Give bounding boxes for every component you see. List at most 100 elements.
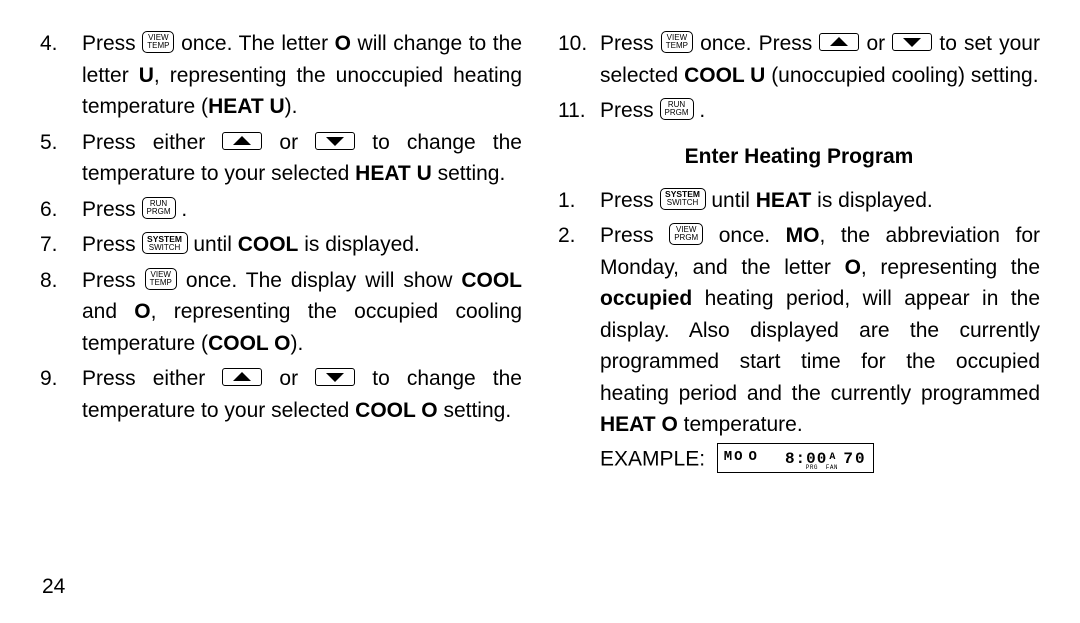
view-temp-key: VIEW TEMP: [142, 31, 174, 53]
step-11: 11. Press RUN PRGM .: [558, 95, 1040, 127]
lcd-display: MO O 8:00 A 70 PRG FAN: [717, 443, 874, 473]
text: Press: [600, 32, 661, 55]
system-switch-key: SYSTEM SWITCH: [142, 232, 188, 254]
text: Press: [600, 224, 669, 247]
down-arrow-key: [892, 33, 932, 51]
heat-step-1: 1. Press SYSTEM SWITCH until HEAT is dis…: [558, 185, 1040, 217]
bold: HEAT U: [355, 162, 432, 185]
step-body: Press either or to change the temperatur…: [82, 127, 522, 190]
bold: HEAT U: [208, 95, 285, 118]
heat-step-2: 2. Press VIEW PRGM once. MO, the abbrevi…: [558, 220, 1040, 441]
step-body: Press VIEW PRGM once. MO, the abbreviati…: [600, 220, 1040, 441]
step-6: 6. Press RUN PRGM .: [40, 194, 522, 226]
text: and: [82, 300, 134, 323]
step-number: 2.: [558, 220, 600, 441]
down-arrow-key: [315, 132, 355, 150]
key-line2: PRGM: [674, 234, 698, 242]
text: once.: [719, 224, 786, 247]
bold: COOL O: [208, 332, 290, 355]
system-switch-key: SYSTEM SWITCH: [660, 188, 706, 210]
text: .: [699, 99, 705, 122]
bold: COOL U: [684, 64, 765, 87]
view-temp-key: VIEW TEMP: [661, 31, 693, 53]
lcd-temp: 70: [843, 450, 866, 468]
view-prgm-key: VIEW PRGM: [669, 223, 703, 245]
bold: occupied: [600, 287, 692, 310]
step-body: Press RUN PRGM .: [600, 95, 1040, 127]
text: setting.: [432, 162, 506, 185]
step-5: 5. Press either or to change the tempera…: [40, 127, 522, 190]
down-arrow-key: [315, 368, 355, 386]
key-line2: TEMP: [147, 42, 169, 50]
text: once. Press: [700, 32, 819, 55]
text: Press: [82, 233, 142, 256]
bold: O: [845, 256, 861, 279]
lcd-prg: PRG: [806, 464, 818, 471]
up-arrow-key: [819, 33, 859, 51]
text: Press either: [82, 131, 222, 154]
step-number: 4.: [40, 28, 82, 123]
text: is displayed.: [811, 189, 932, 212]
key-line2: TEMP: [666, 42, 688, 50]
text: or: [279, 367, 315, 390]
step-number: 10.: [558, 28, 600, 91]
text: Press: [82, 32, 142, 55]
bold: U: [139, 64, 154, 87]
text: once. The display will show: [186, 269, 462, 292]
step-number: 8.: [40, 265, 82, 360]
step-number: 9.: [40, 363, 82, 426]
key-line2: SWITCH: [667, 199, 699, 207]
step-4: 4. Press VIEW TEMP once. The letter O wi…: [40, 28, 522, 123]
key-line2: PRGM: [665, 109, 689, 117]
up-arrow-key: [222, 132, 262, 150]
lcd-mo: MO: [724, 449, 745, 465]
text: until: [193, 233, 237, 256]
text: , representing the: [861, 256, 1040, 279]
view-temp-key: VIEW TEMP: [145, 268, 177, 290]
bold: MO: [786, 224, 820, 247]
text: or: [279, 131, 315, 154]
bold: COOL: [461, 269, 522, 292]
bold: COOL: [238, 233, 299, 256]
step-number: 7.: [40, 229, 82, 261]
bold: COOL O: [355, 399, 437, 422]
text: setting.: [438, 399, 512, 422]
text: Press: [600, 189, 660, 212]
text: or: [867, 32, 893, 55]
key-line2: TEMP: [150, 279, 172, 287]
page-number: 24: [42, 575, 65, 599]
step-body: Press VIEW TEMP once. Press or to set yo…: [600, 28, 1040, 91]
text: Press: [82, 269, 145, 292]
step-number: 5.: [40, 127, 82, 190]
step-body: Press SYSTEM SWITCH until HEAT is displa…: [600, 185, 1040, 217]
up-arrow-key: [222, 368, 262, 386]
heating-program-heading: Enter Heating Program: [558, 145, 1040, 169]
step-7: 7. Press SYSTEM SWITCH until COOL is dis…: [40, 229, 522, 261]
left-step-list: 4. Press VIEW TEMP once. The letter O wi…: [40, 28, 522, 426]
step-number: 6.: [40, 194, 82, 226]
right-column: 10. Press VIEW TEMP once. Press or to se…: [540, 28, 1040, 613]
heating-step-list: 1. Press SYSTEM SWITCH until HEAT is dis…: [558, 185, 1040, 441]
step-8: 8. Press VIEW TEMP once. The display wil…: [40, 265, 522, 360]
run-prgm-key: RUN PRGM: [660, 98, 694, 120]
step-number: 1.: [558, 185, 600, 217]
text: until: [711, 189, 755, 212]
lcd-o: O: [749, 449, 759, 465]
text: ).: [285, 95, 298, 118]
bold: HEAT: [756, 189, 812, 212]
step-number: 11.: [558, 95, 600, 127]
manual-page: 4. Press VIEW TEMP once. The letter O wi…: [0, 0, 1080, 623]
bold: O: [134, 300, 150, 323]
bold: O: [335, 32, 351, 55]
text: once. The letter: [181, 32, 335, 55]
right-step-list: 10. Press VIEW TEMP once. Press or to se…: [558, 28, 1040, 127]
text: Press: [82, 198, 142, 221]
text: temperature.: [678, 413, 803, 436]
step-body: Press either or to change the temperatur…: [82, 363, 522, 426]
left-column: 4. Press VIEW TEMP once. The letter O wi…: [40, 28, 540, 613]
step-body: Press VIEW TEMP once. The display will s…: [82, 265, 522, 360]
lcd-ampm: A: [829, 452, 837, 463]
step-body: Press VIEW TEMP once. The letter O will …: [82, 28, 522, 123]
text: Press either: [82, 367, 222, 390]
text: (unoccupied cooling) setting.: [765, 64, 1038, 87]
